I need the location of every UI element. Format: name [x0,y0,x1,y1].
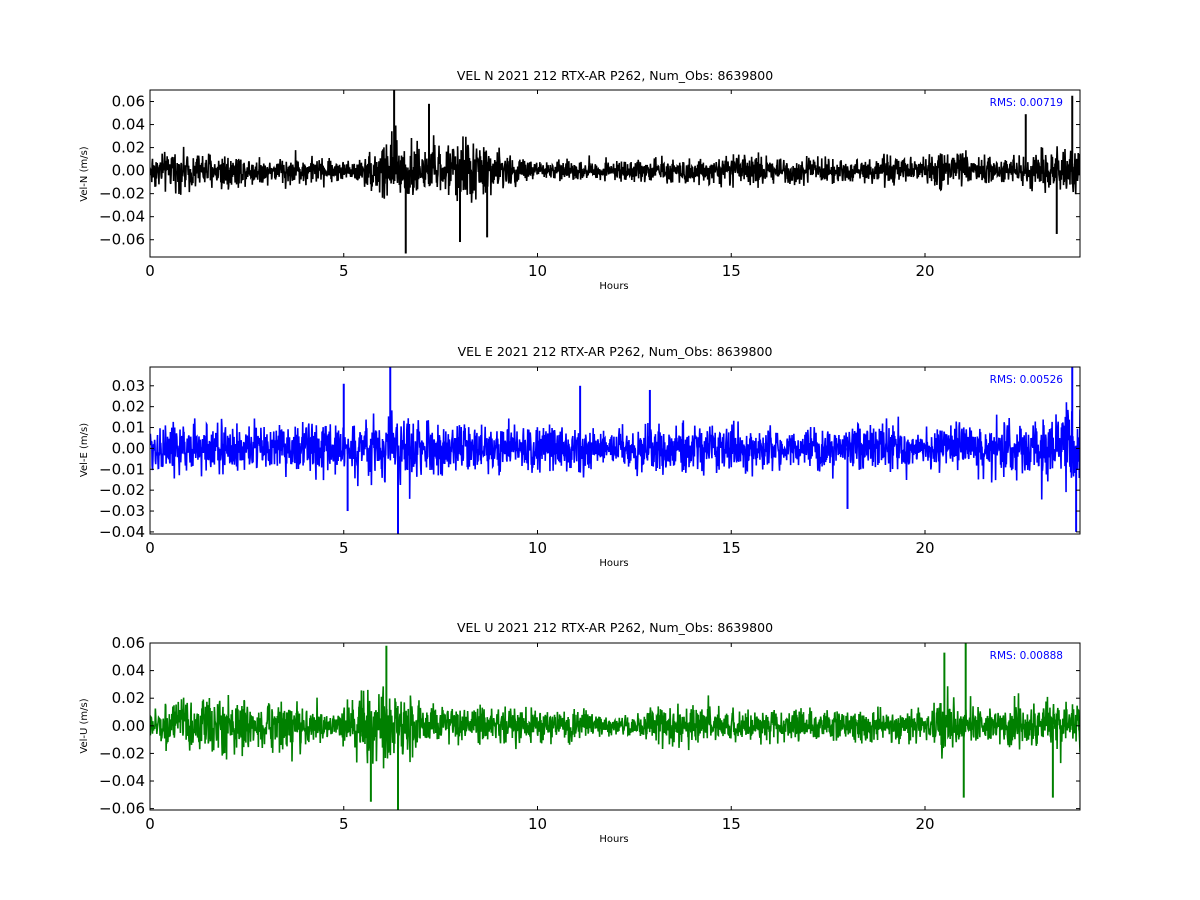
y-tick-label: 0.02 [112,398,145,416]
x-tick-label: 10 [528,539,547,557]
y-tick-label: 0.02 [112,689,145,707]
y-tick-label: −0.02 [99,185,145,203]
x-tick-label: 0 [145,815,155,833]
y-tick-label: 0.04 [112,116,145,134]
x-axis-label: Hours [599,834,628,845]
y-tick-label: 0.00 [112,717,145,735]
x-tick-label: 20 [915,815,934,833]
chart-title: VEL E 2021 212 RTX-AR P262, Num_Obs: 863… [458,344,773,359]
x-tick-label: 10 [528,815,547,833]
x-tick-label: 5 [339,815,349,833]
x-tick-label: 20 [915,539,934,557]
rms-annotation: RMS: 0.00526 [990,374,1064,386]
rms-annotation: RMS: 0.00719 [990,97,1063,109]
x-tick-label: 15 [722,815,741,833]
y-tick-label: 0.03 [112,377,145,395]
y-tick-label: 0.02 [112,139,145,157]
y-tick-label: 0.00 [112,439,145,457]
chart-title: VEL U 2021 212 RTX-AR P262, Num_Obs: 863… [457,620,773,635]
x-tick-label: 15 [722,262,741,280]
x-axis-label: Hours [599,281,628,292]
y-axis-label: Vel-E (m/s) [79,423,90,477]
y-tick-label: −0.02 [99,481,145,499]
y-axis-label: Vel-U (m/s) [79,698,90,753]
x-tick-label: 20 [915,262,934,280]
series-line [150,402,1080,500]
y-tick-label: 0.06 [112,634,145,652]
panel-vel-n: VEL N 2021 212 RTX-AR P262, Num_Obs: 863… [79,68,1081,292]
x-tick-label: 0 [145,262,155,280]
series-line [150,686,1080,769]
y-tick-label: −0.01 [99,460,145,478]
panel-vel-u: VEL U 2021 212 RTX-AR P262, Num_Obs: 863… [79,620,1081,845]
y-tick-label: 0.06 [112,93,145,111]
y-axis-label: Vel-N (m/s) [79,146,90,201]
panel-vel-e: VEL E 2021 212 RTX-AR P262, Num_Obs: 863… [79,344,1081,569]
y-tick-label: −0.04 [99,208,145,226]
y-tick-label: 0.01 [112,419,145,437]
y-tick-label: −0.02 [99,744,145,762]
chart-title: VEL N 2021 212 RTX-AR P262, Num_Obs: 863… [457,68,773,83]
y-tick-label: 0.00 [112,162,145,180]
rms-annotation: RMS: 0.00888 [990,650,1063,662]
plot-frame [149,642,1081,811]
y-tick-label: −0.03 [99,502,145,520]
x-tick-label: 5 [339,539,349,557]
plot-frame [149,366,1081,535]
x-axis-label: Hours [599,558,628,569]
y-tick-label: 0.04 [112,662,145,680]
plot-frame [149,89,1081,258]
y-tick-label: −0.04 [99,523,145,541]
series-line [150,125,1080,203]
x-tick-label: 0 [145,539,155,557]
x-tick-label: 5 [339,262,349,280]
y-tick-label: −0.04 [99,772,145,790]
y-tick-label: −0.06 [99,800,145,818]
x-tick-label: 15 [722,539,741,557]
x-tick-label: 10 [528,262,547,280]
y-tick-label: −0.06 [99,231,145,249]
